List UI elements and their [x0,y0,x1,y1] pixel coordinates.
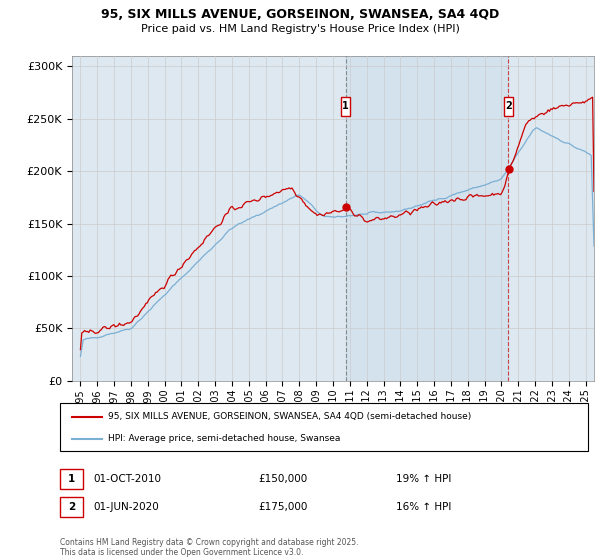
Text: 95, SIX MILLS AVENUE, GORSEINON, SWANSEA, SA4 4QD (semi-detached house): 95, SIX MILLS AVENUE, GORSEINON, SWANSEA… [108,412,471,421]
Text: 1: 1 [342,101,349,111]
Text: £175,000: £175,000 [258,502,307,512]
Text: Price paid vs. HM Land Registry's House Price Index (HPI): Price paid vs. HM Land Registry's House … [140,24,460,34]
Text: 19% ↑ HPI: 19% ↑ HPI [396,474,451,484]
Text: 1: 1 [68,474,75,484]
Text: £150,000: £150,000 [258,474,307,484]
Text: Contains HM Land Registry data © Crown copyright and database right 2025.
This d: Contains HM Land Registry data © Crown c… [60,538,359,557]
Text: HPI: Average price, semi-detached house, Swansea: HPI: Average price, semi-detached house,… [108,435,340,444]
Text: 95, SIX MILLS AVENUE, GORSEINON, SWANSEA, SA4 4QD: 95, SIX MILLS AVENUE, GORSEINON, SWANSEA… [101,8,499,21]
Text: 01-JUN-2020: 01-JUN-2020 [93,502,159,512]
Bar [346,56,508,381]
Text: 2: 2 [68,502,75,512]
FancyBboxPatch shape [341,97,350,116]
Text: 01-OCT-2010: 01-OCT-2010 [93,474,161,484]
FancyBboxPatch shape [504,97,513,116]
Text: 16% ↑ HPI: 16% ↑ HPI [396,502,451,512]
Text: 2: 2 [505,101,512,111]
